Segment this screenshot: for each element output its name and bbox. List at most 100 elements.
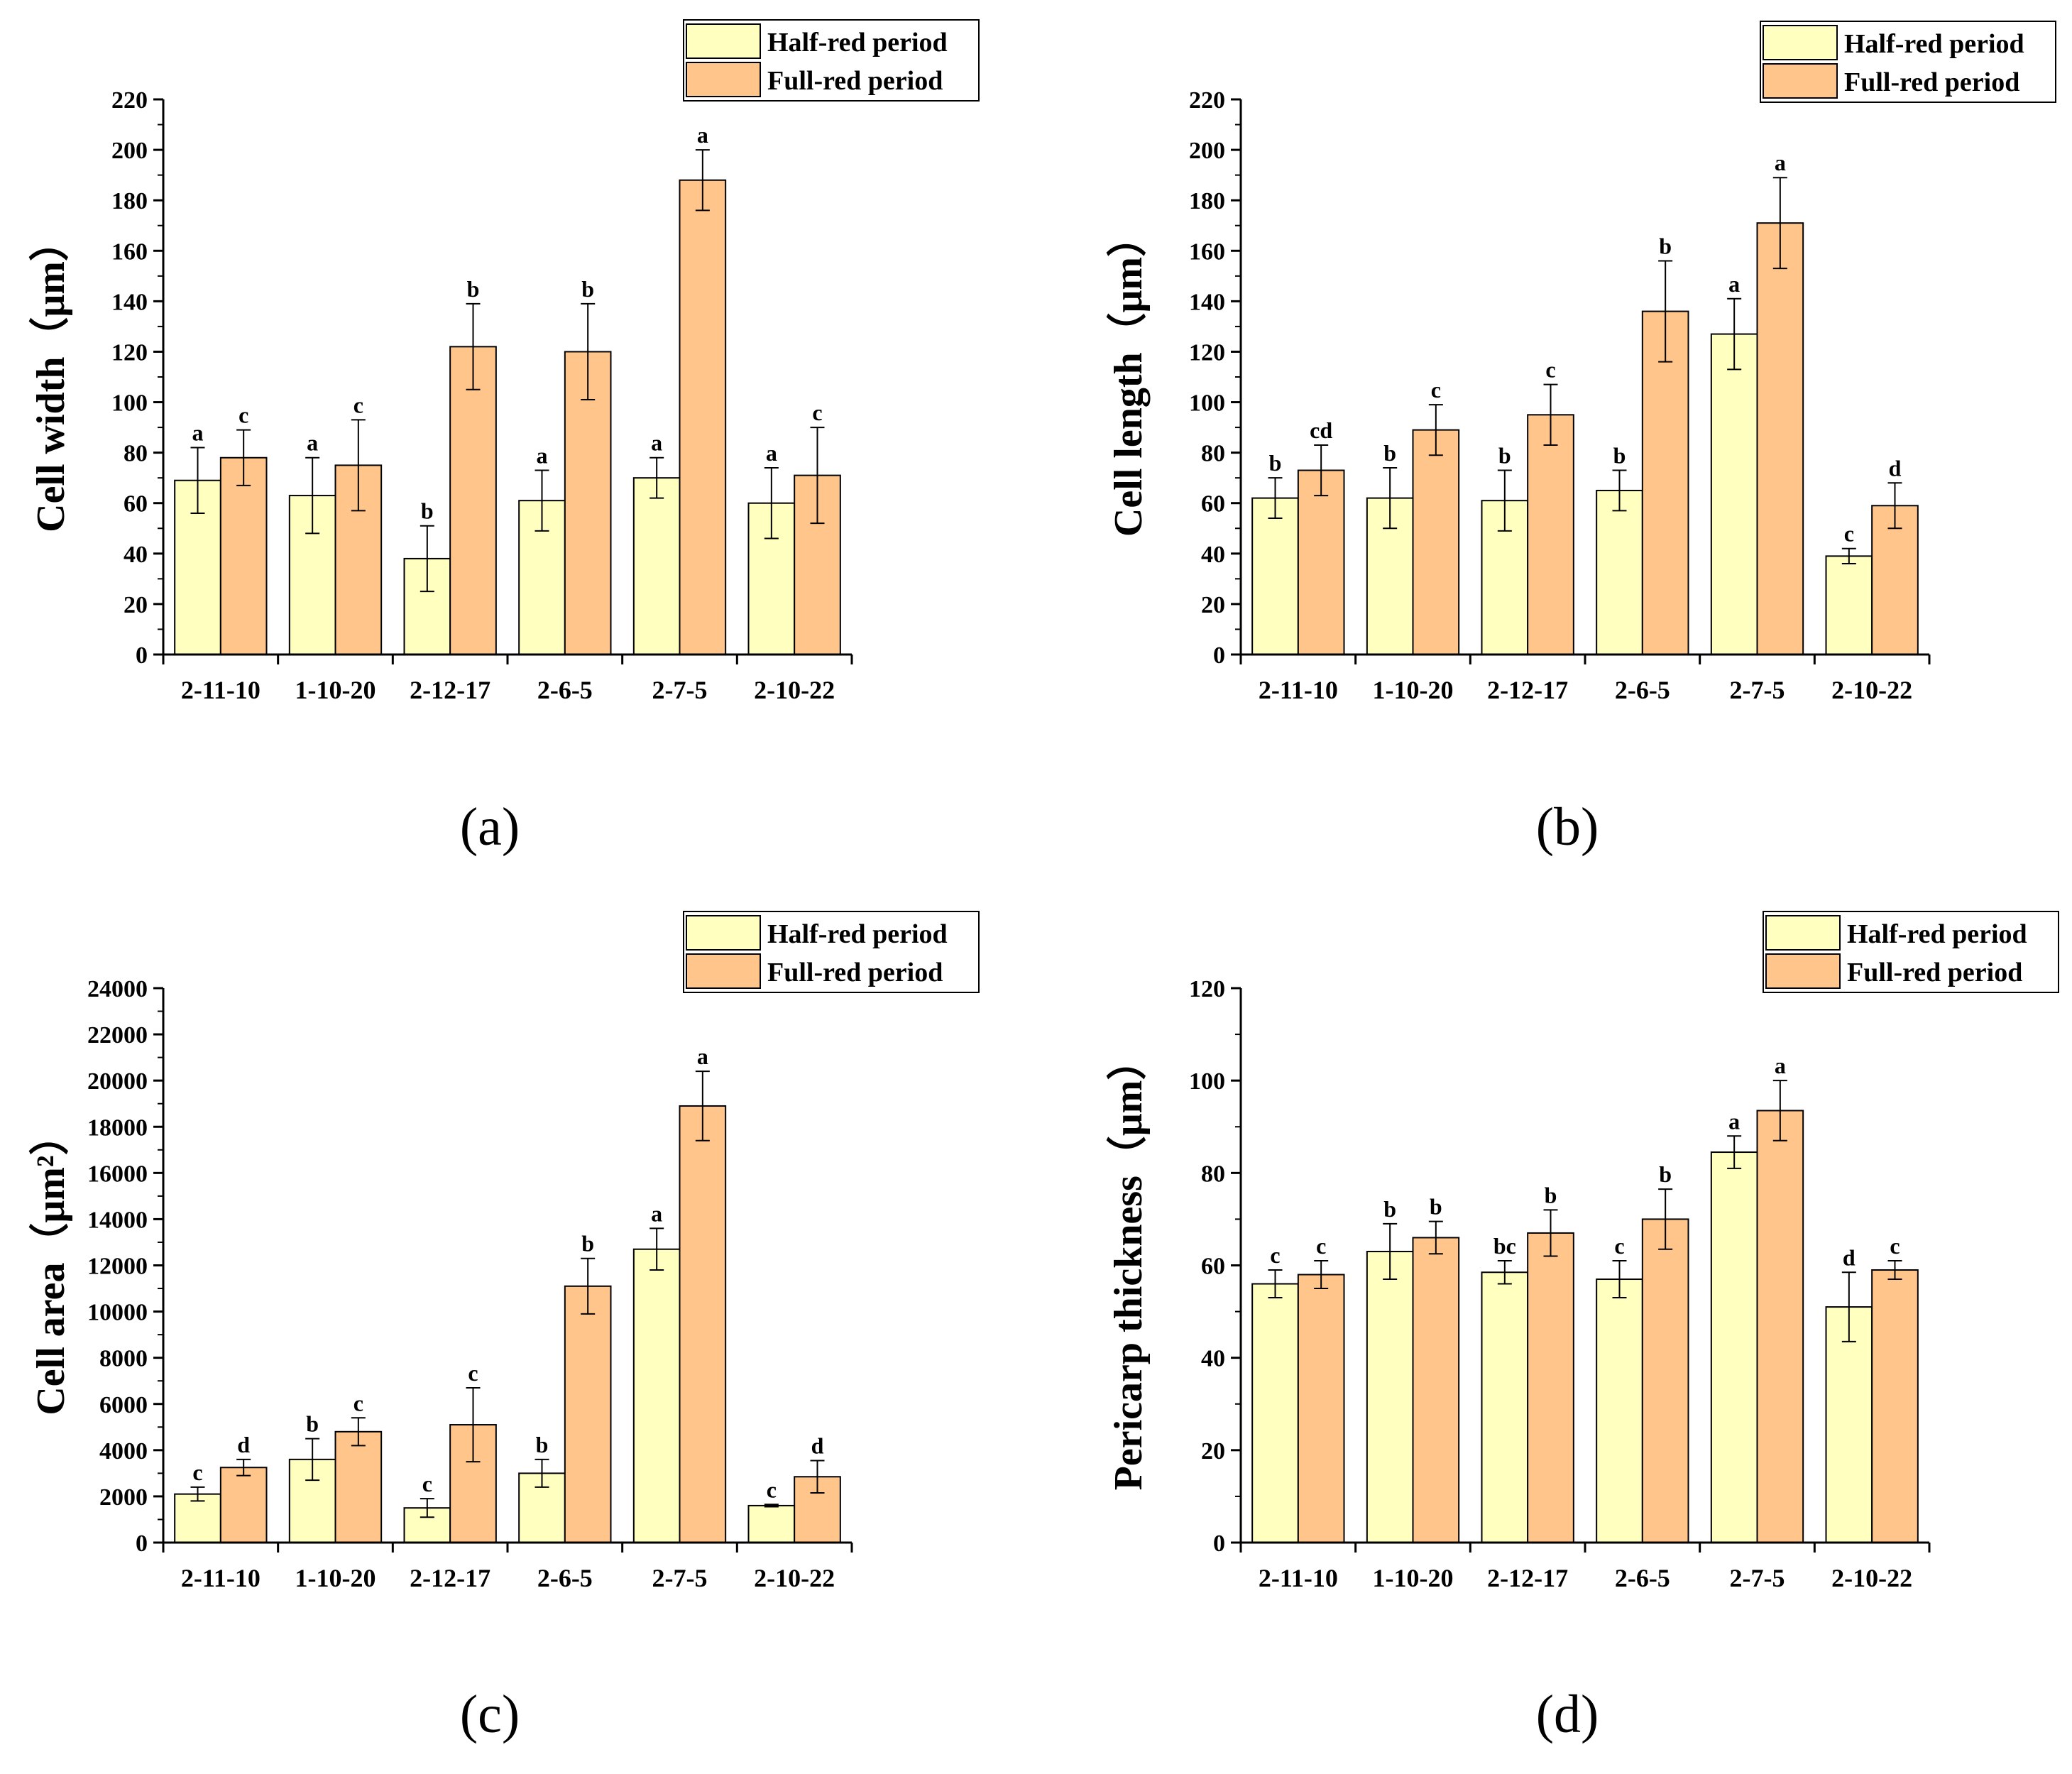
y-tick-label: 80 bbox=[1201, 441, 1225, 467]
bar-half-red-period-2-10-22 bbox=[747, 1504, 796, 1544]
x-category-label: 2-7-5 bbox=[1730, 676, 1785, 704]
y-tick-label: 0 bbox=[1213, 642, 1225, 669]
bar-half-red-period-2-7-5 bbox=[632, 477, 681, 655]
y-tick-label: 160 bbox=[1189, 239, 1225, 265]
y-tick-label: 22000 bbox=[87, 1022, 148, 1048]
y-tick-label: 100 bbox=[111, 390, 148, 417]
y-tick-label: 0 bbox=[136, 642, 148, 669]
significance-letter: b bbox=[1613, 443, 1626, 469]
significance-letter: b bbox=[1659, 233, 1672, 258]
panel-label: (c) bbox=[460, 1685, 520, 1744]
significance-letter: a bbox=[766, 440, 777, 466]
legend-label: Half-red period bbox=[1844, 29, 2024, 59]
y-tick-label: 2000 bbox=[99, 1484, 148, 1511]
y-tick-label: 10000 bbox=[87, 1300, 148, 1326]
bar-full-red-period-2-7-5 bbox=[1756, 1110, 1804, 1543]
bar-full-red-period-2-6-5 bbox=[1641, 1218, 1689, 1543]
y-tick-label: 6000 bbox=[99, 1392, 148, 1418]
significance-letter: a bbox=[307, 430, 318, 456]
significance-letter: b bbox=[1498, 443, 1511, 469]
bar-full-red-period-2-11-10 bbox=[219, 456, 268, 656]
y-tick-label: 80 bbox=[1201, 1161, 1225, 1187]
x-category-label: 2-6-5 bbox=[537, 676, 593, 704]
y-tick-label: 200 bbox=[111, 138, 148, 164]
bar-half-red-period-2-10-22 bbox=[1825, 1306, 1873, 1543]
bar-full-red-period-2-6-5 bbox=[564, 1285, 612, 1543]
bar-full-red-period-1-10-20 bbox=[334, 1430, 383, 1544]
chart-panel-a: 0 20 40 60 80 100 120 140 160 180 200 220 a a b a a a c c b b… bbox=[28, 19, 980, 857]
y-tick-label: 18000 bbox=[87, 1115, 148, 1141]
x-category-label: 1-10-20 bbox=[1373, 1564, 1454, 1592]
x-category-label: 2-11-10 bbox=[1259, 1564, 1338, 1592]
bar-full-red-period-2-11-10 bbox=[1297, 1274, 1345, 1544]
bar-half-red-period-2-11-10 bbox=[174, 1493, 221, 1544]
y-tick-label: 4000 bbox=[99, 1438, 148, 1464]
significance-letter: c bbox=[1316, 1233, 1326, 1259]
bar-half-red-period-1-10-20 bbox=[1366, 1250, 1414, 1543]
y-tick-label: 220 bbox=[1189, 87, 1225, 114]
x-category-label: 2-10-22 bbox=[754, 1564, 835, 1592]
x-category-label: 2-11-10 bbox=[181, 676, 261, 704]
legend-swatch bbox=[1763, 63, 1838, 99]
bar-half-red-period-2-10-22 bbox=[1825, 555, 1873, 656]
legend-swatch bbox=[1763, 25, 1838, 60]
legend-label: Half-red period bbox=[767, 919, 948, 949]
significance-letter: d bbox=[811, 1433, 824, 1458]
x-category-label: 2-12-17 bbox=[1487, 1564, 1568, 1592]
legend-swatch bbox=[686, 915, 761, 951]
y-tick-label: 40 bbox=[124, 542, 148, 568]
legend: Half-red period Full-red period bbox=[1760, 21, 2056, 103]
legend-swatch bbox=[686, 62, 761, 97]
y-tick-label: 180 bbox=[111, 188, 148, 214]
y-axis-title: Cell area（μm²） bbox=[28, 1115, 73, 1415]
bar-half-red-period-2-6-5 bbox=[1596, 489, 1643, 655]
bar-full-red-period-2-12-17 bbox=[1527, 414, 1574, 655]
bar-full-red-period-2-7-5 bbox=[1756, 222, 1804, 655]
bar-full-red-period-2-11-10 bbox=[1297, 469, 1345, 655]
x-category-label: 2-11-10 bbox=[181, 1564, 261, 1592]
significance-letter: b bbox=[306, 1411, 319, 1437]
y-tick-label: 40 bbox=[1201, 542, 1225, 568]
bar-half-red-period-2-7-5 bbox=[1710, 333, 1758, 655]
legend-label: Full-red period bbox=[767, 66, 943, 96]
y-tick-label: 0 bbox=[136, 1531, 148, 1557]
chart-panel-d: 0 20 40 60 80 100 120 c b bc c a d c b b b a c 2-11-10 1-10-… bbox=[1106, 911, 2059, 1744]
y-tick-label: 60 bbox=[1201, 491, 1225, 518]
bar-half-red-period-2-7-5 bbox=[1710, 1151, 1758, 1543]
legend-label: Full-red period bbox=[767, 958, 943, 987]
significance-letter: c bbox=[1890, 1233, 1900, 1259]
y-tick-label: 140 bbox=[111, 289, 148, 315]
bar-half-red-period-2-11-10 bbox=[1251, 1283, 1299, 1543]
bar-full-red-period-2-6-5 bbox=[564, 351, 612, 655]
significance-letter: b bbox=[1383, 1196, 1396, 1222]
significance-letter: b bbox=[467, 276, 480, 302]
y-tick-label: 40 bbox=[1201, 1346, 1225, 1372]
y-tick-label: 220 bbox=[111, 87, 148, 114]
bar-half-red-period-2-6-5 bbox=[1596, 1279, 1643, 1544]
significance-letter: a bbox=[537, 443, 548, 469]
y-tick-label: 60 bbox=[124, 491, 148, 518]
bar-full-red-period-2-12-17 bbox=[1527, 1232, 1574, 1543]
y-tick-label: 20 bbox=[1201, 592, 1225, 618]
y-tick-label: 16000 bbox=[87, 1161, 148, 1187]
significance-letter: b bbox=[421, 498, 434, 524]
bar-half-red-period-2-7-5 bbox=[632, 1248, 681, 1543]
significance-letter: c bbox=[422, 1471, 432, 1496]
bar-full-red-period-2-7-5 bbox=[679, 1105, 727, 1543]
significance-letter: c bbox=[1844, 521, 1854, 547]
x-category-label: 2-6-5 bbox=[1615, 676, 1670, 704]
significance-letter: a bbox=[1775, 150, 1786, 175]
x-category-label: 1-10-20 bbox=[1373, 676, 1454, 704]
significance-letter: d bbox=[1889, 455, 1902, 481]
y-tick-label: 12000 bbox=[87, 1254, 148, 1280]
y-tick-label: 8000 bbox=[99, 1346, 148, 1372]
bar-full-red-period-1-10-20 bbox=[1412, 429, 1460, 655]
legend-swatch bbox=[1765, 915, 1841, 951]
significance-letter: a bbox=[697, 1044, 708, 1069]
panel-label: (b) bbox=[1536, 797, 1599, 857]
panel-label: (d) bbox=[1536, 1685, 1599, 1744]
chart-panel-c: 0 2000 4000 6000 8000 10000 12000 14000 16000 180… bbox=[28, 911, 980, 1744]
significance-letter: c bbox=[1545, 357, 1555, 383]
x-category-label: 1-10-20 bbox=[295, 1564, 376, 1592]
